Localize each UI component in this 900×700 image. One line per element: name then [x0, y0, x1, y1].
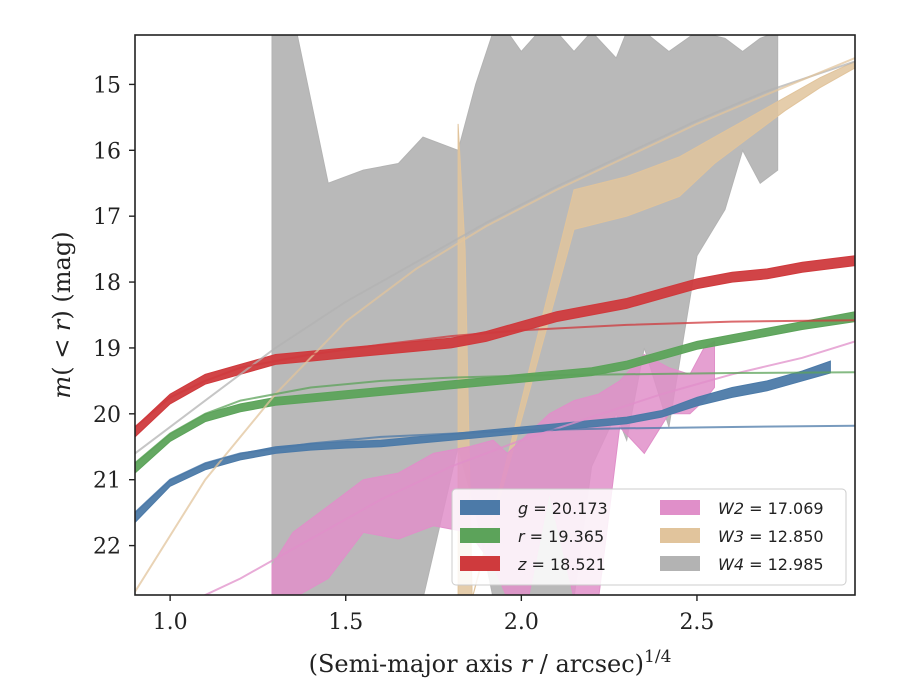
y-axis-label-m: m — [48, 376, 76, 399]
model-curves — [135, 57, 855, 595]
y-tick-label: 15 — [93, 73, 121, 98]
x-axis-label-post: / arcsec) — [532, 650, 644, 678]
y-tick-label: 16 — [93, 139, 121, 164]
x-axis-label-sup: 1/4 — [644, 647, 671, 667]
legend-label-z: z = 18.521 — [517, 555, 606, 574]
x-tick-label: 2.5 — [679, 610, 714, 635]
legend-swatch-g — [460, 500, 500, 515]
x-axis-label: (Semi-major axis r / arcsec)1/4 — [309, 647, 672, 678]
y-tick-label: 18 — [93, 271, 121, 296]
y-tick-label: 19 — [93, 337, 121, 362]
y-tick-label: 22 — [93, 535, 121, 560]
legend-swatch-w3 — [660, 528, 700, 543]
y-axis-label-open: ( < — [48, 331, 76, 376]
model-curve-w3 — [135, 57, 855, 593]
x-axis-label-var: r — [521, 650, 534, 678]
legend-swatch-r — [460, 528, 500, 543]
model-curve-z — [135, 319, 855, 428]
legend-label-r: r = 19.365 — [518, 527, 604, 546]
x-tick-label: 1.0 — [153, 610, 188, 635]
legend-swatch-w4 — [660, 556, 700, 571]
band-w3 — [457, 60, 855, 595]
data-bands — [135, 35, 855, 595]
model-curve-r — [135, 371, 855, 464]
model-curve-g — [135, 424, 855, 514]
y-tick-label: 21 — [93, 469, 121, 494]
y-axis-label: m( < r) (mag) — [48, 231, 76, 398]
legend-label-w4: W4 = 12.985 — [718, 555, 824, 574]
y-tick-label: 20 — [93, 403, 121, 428]
y-axis-label-close: ) (mag) — [48, 231, 76, 319]
y-axis-label-var: r — [48, 318, 76, 331]
legend-label-w3: W3 = 12.850 — [718, 527, 824, 546]
x-axis-label-pre: (Semi-major axis — [309, 650, 521, 678]
legend-label-w2: W2 = 17.069 — [718, 499, 824, 518]
band-r — [135, 311, 855, 474]
legend-swatch-z — [460, 556, 500, 571]
legend-frame — [451, 488, 847, 586]
legend-swatch-w2 — [660, 500, 700, 515]
x-tick-label: 1.5 — [328, 610, 363, 635]
model-curve-w2 — [202, 340, 855, 595]
legend-label-g: g = 20.173 — [518, 499, 608, 518]
plot-frame — [134, 34, 856, 596]
y-axis-ticks: 15 16 17 18 19 20 21 22 — [93, 73, 135, 560]
legend: g = 20.173 r = 19.365 z = 18.521 W2 = 17.06… — [451, 488, 847, 586]
x-tick-label: 2.0 — [504, 610, 539, 635]
y-tick-label: 17 — [93, 205, 121, 230]
x-axis-ticks: 1.0 1.5 2.0 2.5 — [153, 595, 714, 635]
